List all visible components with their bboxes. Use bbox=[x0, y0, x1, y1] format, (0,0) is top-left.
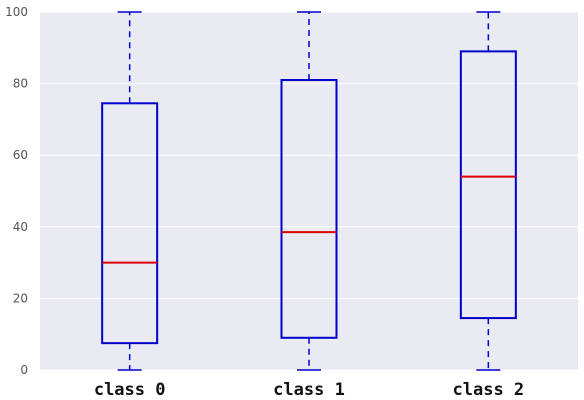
box-body-2 bbox=[459, 50, 517, 320]
y-tick-label-100: 100 bbox=[5, 5, 28, 19]
x-category-label-0: class 0 bbox=[94, 380, 166, 400]
box-body-1 bbox=[280, 79, 338, 339]
x-category-label-1: class 1 bbox=[273, 380, 345, 400]
x-axis-category-labels: class 0 class 1 class 2 bbox=[94, 380, 524, 400]
box-0 bbox=[101, 11, 159, 371]
y-tick-label-60: 60 bbox=[13, 148, 28, 162]
y-tick-label-0: 0 bbox=[20, 363, 28, 377]
y-tick-label-80: 80 bbox=[13, 77, 28, 91]
plot-area bbox=[40, 12, 578, 370]
boxes bbox=[101, 11, 517, 371]
x-category-label-2: class 2 bbox=[453, 380, 525, 400]
box-body-0 bbox=[101, 102, 159, 345]
y-tick-label-20: 20 bbox=[13, 291, 28, 305]
y-tick-label-40: 40 bbox=[13, 220, 28, 234]
box-2 bbox=[459, 11, 517, 371]
y-axis-tick-labels: 0 20 40 60 80 100 bbox=[5, 5, 28, 377]
box-1 bbox=[280, 11, 338, 371]
